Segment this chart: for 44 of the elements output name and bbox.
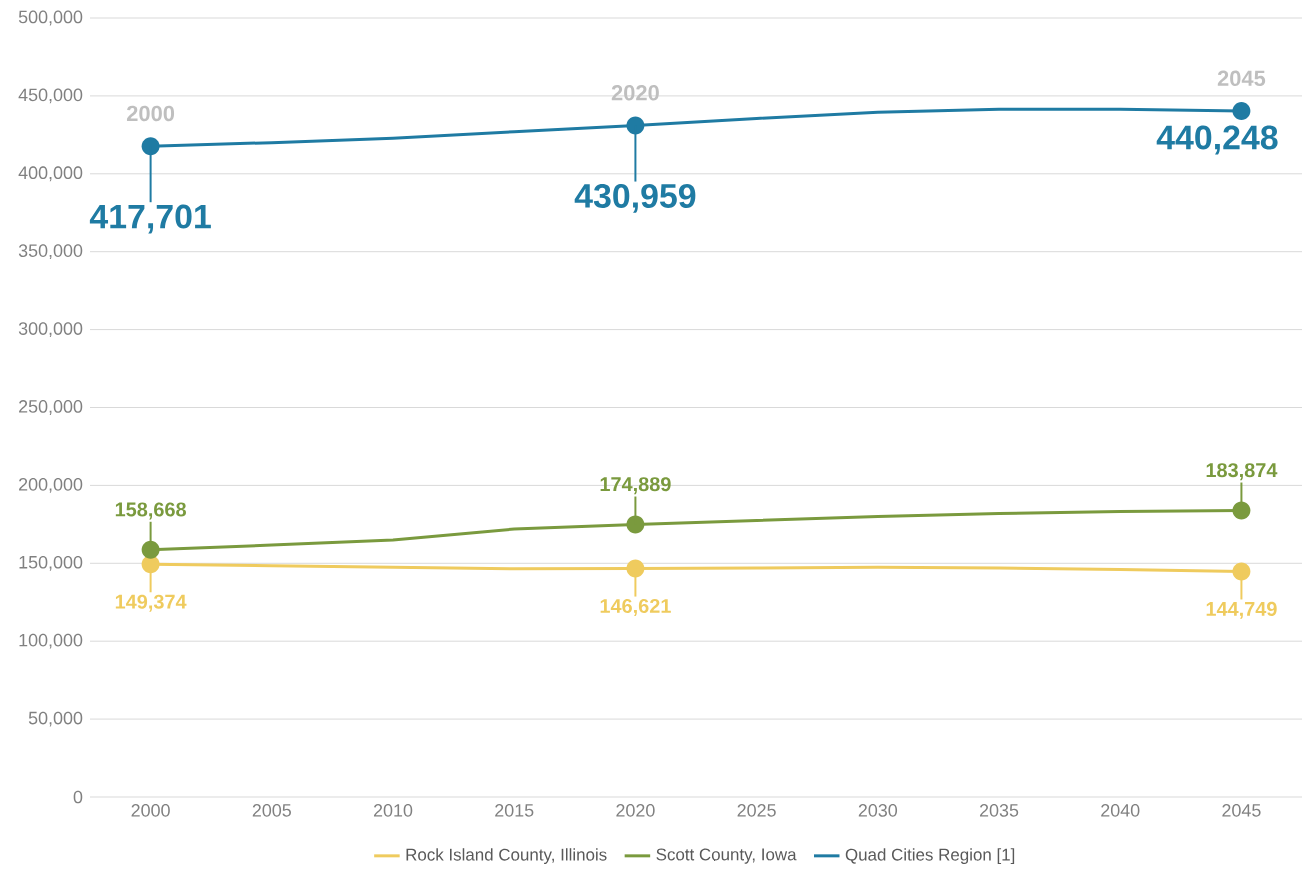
point <box>141 540 160 559</box>
point <box>1232 102 1251 121</box>
data-label: 146,621 <box>600 598 671 616</box>
data-label: 440,248 <box>1156 125 1278 155</box>
annotation: 2020 <box>611 85 659 101</box>
x-tick-label: 2040 <box>1101 804 1140 817</box>
y-tick-label: 150,000 <box>19 555 83 571</box>
x-tick-label: 2000 <box>131 804 170 817</box>
point <box>626 116 645 135</box>
y-tick-label: 400,000 <box>18 166 83 182</box>
data-label: 430,959 <box>574 183 696 213</box>
legend-label: Quad Cities Region [1] <box>845 848 1015 864</box>
x-tick-label: 2005 <box>252 804 291 817</box>
data-label: 144,749 <box>1206 601 1277 619</box>
point <box>1232 562 1251 581</box>
x-tick-label: 2030 <box>858 804 898 817</box>
point <box>1232 501 1251 520</box>
annotation: 2045 <box>1217 70 1266 87</box>
data-label: 174,889 <box>600 477 671 495</box>
point <box>626 559 645 578</box>
data-label: 417,701 <box>89 204 211 234</box>
y-tick-label: 450,000 <box>18 88 83 104</box>
y-tick-label: 100,000 <box>19 633 83 649</box>
point <box>626 515 645 534</box>
data-label: 183,874 <box>1206 463 1278 481</box>
x-tick-label: 2010 <box>373 804 413 817</box>
annotation: 2000 <box>126 105 175 122</box>
y-tick-label: 0 <box>73 790 83 804</box>
x-tick-label: 2035 <box>979 804 1019 817</box>
y-tick-label: 300,000 <box>18 322 83 337</box>
x-tick-label: 2020 <box>616 804 655 817</box>
y-tick-label: 350,000 <box>18 244 83 260</box>
x-tick-label: 2015 <box>495 804 534 817</box>
y-tick-label: 50,000 <box>28 711 83 727</box>
y-tick-label: 250,000 <box>19 400 83 415</box>
data-label: 158,668 <box>115 502 186 520</box>
data-label: 149,374 <box>115 594 187 612</box>
legend-label: Scott County, Iowa <box>656 848 797 864</box>
y-tick-label: 200,000 <box>19 477 83 493</box>
x-tick-label: 2045 <box>1222 804 1261 817</box>
point <box>141 137 160 156</box>
x-tick-label: 2025 <box>737 804 776 817</box>
y-tick-label: 500,000 <box>18 10 83 26</box>
legend-label: Rock Island County, Illinois <box>406 848 607 864</box>
